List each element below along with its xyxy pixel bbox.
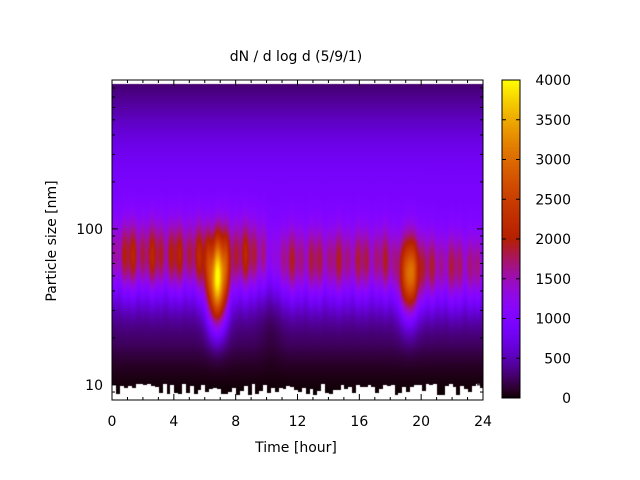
x-tick-label: 8 [231, 414, 240, 430]
x-tick-label: 12 [289, 414, 307, 430]
y-axis-ticks: 10 100 [76, 79, 483, 401]
x-tick-label: 20 [412, 414, 430, 430]
y-tick-label: 10 [85, 378, 103, 394]
x-tick-label: 0 [108, 414, 117, 430]
heatmap-plot-area [112, 80, 483, 400]
y-tick-label: 100 [76, 222, 103, 238]
colorbar-tick-label: 3000 [535, 153, 571, 169]
colorbar-tick-label: 3500 [535, 113, 571, 129]
colorbar-tick-label: 2500 [535, 192, 571, 208]
heatmap-image [112, 80, 483, 400]
x-axis-label: Time [hour] [254, 440, 337, 456]
colorbar-ticks: 0 500 1000 1500 2000 2500 3000 3500 4000 [502, 73, 571, 407]
colorbar-tick-label: 1500 [535, 272, 571, 288]
colorbar-tick-label: 4000 [535, 73, 571, 89]
colorbar-tick-label: 1000 [535, 312, 571, 328]
chart-title: dN / d log d (5/9/1) [230, 49, 363, 65]
x-tick-label: 24 [474, 414, 492, 430]
colorbar-gradient [502, 80, 520, 398]
y-axis-label: Particle size [nm] [44, 180, 60, 301]
x-tick-label: 16 [350, 414, 368, 430]
x-tick-label: 4 [169, 414, 178, 430]
colorbar [502, 80, 520, 398]
colorbar-tick-label: 0 [562, 391, 571, 407]
colorbar-tick-label: 2000 [535, 232, 571, 248]
colorbar-tick-label: 500 [544, 351, 571, 367]
x-axis-ticks: 0 4 8 12 16 20 24 [108, 80, 492, 430]
